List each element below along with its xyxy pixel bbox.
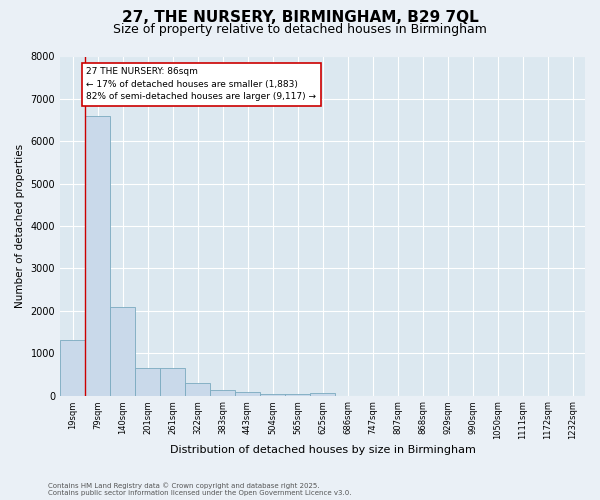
Bar [60, 340, 85, 396]
Bar [135, 368, 160, 396]
X-axis label: Distribution of detached houses by size in Birmingham: Distribution of detached houses by size … [170, 445, 475, 455]
Y-axis label: Number of detached properties: Number of detached properties [15, 144, 25, 308]
Bar [210, 390, 235, 396]
Bar [235, 392, 260, 396]
Bar [310, 393, 335, 396]
Text: 27 THE NURSERY: 86sqm
← 17% of detached houses are smaller (1,883)
82% of semi-d: 27 THE NURSERY: 86sqm ← 17% of detached … [86, 67, 316, 101]
Text: 27, THE NURSERY, BIRMINGHAM, B29 7QL: 27, THE NURSERY, BIRMINGHAM, B29 7QL [122, 10, 478, 25]
Bar [110, 306, 135, 396]
Bar [85, 116, 110, 396]
Text: Size of property relative to detached houses in Birmingham: Size of property relative to detached ho… [113, 22, 487, 36]
Text: Contains public sector information licensed under the Open Government Licence v3: Contains public sector information licen… [48, 490, 352, 496]
Text: Contains HM Land Registry data © Crown copyright and database right 2025.: Contains HM Land Registry data © Crown c… [48, 482, 320, 489]
Bar [260, 394, 285, 396]
Bar [285, 394, 310, 396]
Bar [185, 384, 210, 396]
Bar [160, 368, 185, 396]
